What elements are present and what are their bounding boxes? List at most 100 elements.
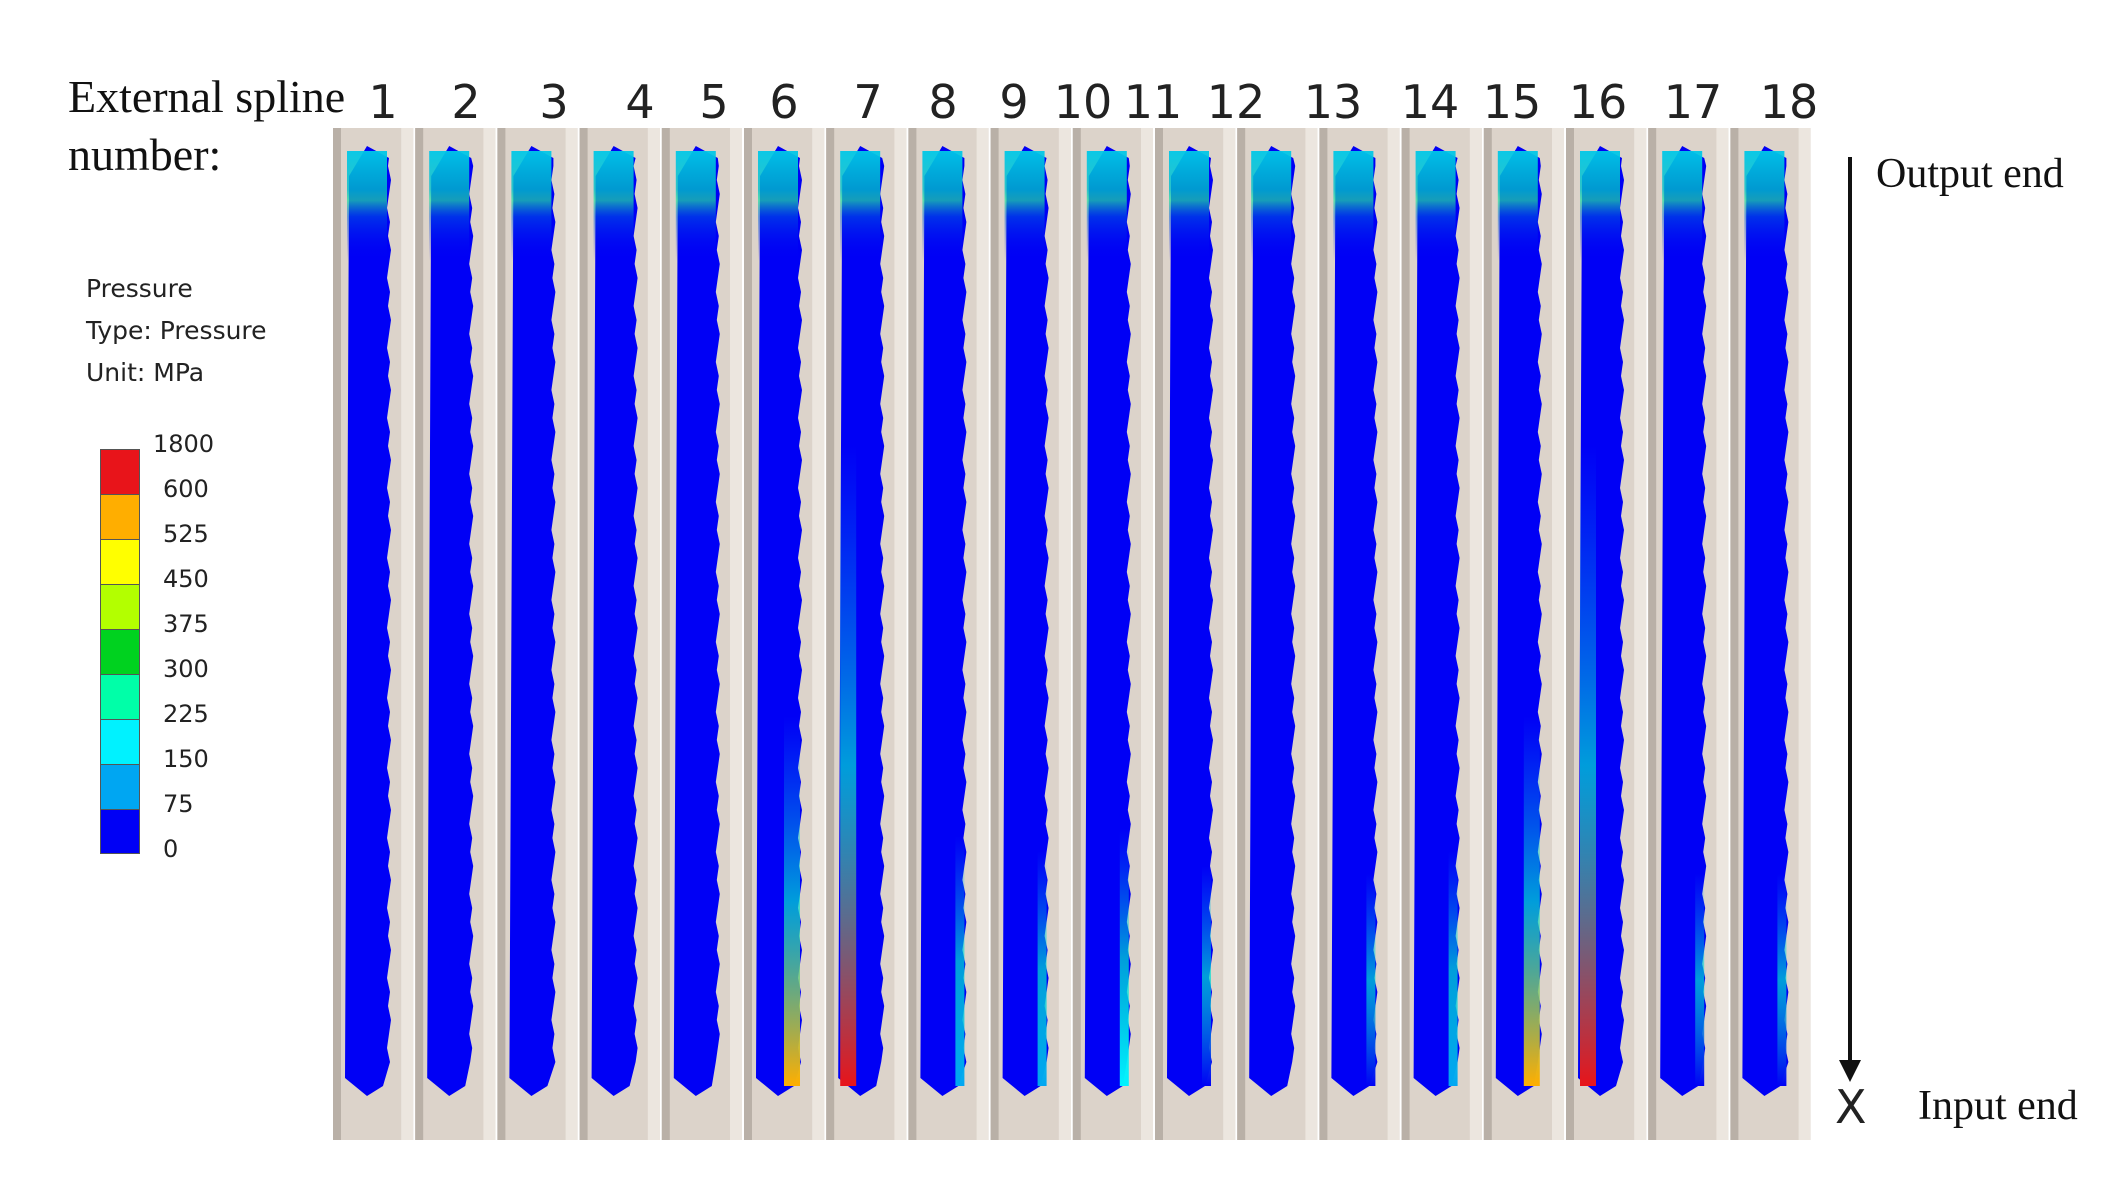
pressure-strip <box>591 146 638 1096</box>
pressure-edge-contact <box>1119 828 1129 1086</box>
legend-value-label: 1800 <box>153 430 215 458</box>
pressure-glow-top <box>1662 151 1703 261</box>
panel-highlight <box>401 128 414 1140</box>
panel-shade <box>1730 128 1739 1140</box>
pressure-glow-top <box>1580 151 1620 261</box>
panel-shade <box>1648 128 1657 1140</box>
spline-panel <box>1730 128 1811 1140</box>
pressure-strip <box>920 146 967 1096</box>
spline-panel <box>826 128 907 1140</box>
spline-panel <box>744 128 825 1140</box>
legend-swatch <box>100 674 140 719</box>
spline-number-label: 2 <box>451 75 481 129</box>
pressure-glow-top <box>1333 151 1374 261</box>
panel-shade <box>990 128 999 1140</box>
pressure-strip <box>1413 146 1460 1096</box>
pressure-edge-contact <box>784 716 800 1086</box>
pressure-strip <box>1167 146 1213 1096</box>
spline-panel <box>1319 128 1400 1140</box>
legend-variable-type: Type: Pressure <box>86 316 267 345</box>
pressure-edge-contact <box>955 836 965 1086</box>
panel-shade <box>497 128 506 1140</box>
pressure-strip <box>673 146 720 1096</box>
panel-shade <box>1483 128 1492 1140</box>
legend-value-label: 75 <box>163 790 194 818</box>
pressure-glow-top <box>511 151 552 261</box>
spline-panel <box>1237 128 1318 1140</box>
panel-shade <box>1319 128 1328 1140</box>
pressure-edge-contact <box>1777 873 1787 1086</box>
panel-shade <box>1566 128 1574 1140</box>
panel-highlight <box>1469 128 1482 1140</box>
panel-highlight <box>1058 128 1071 1140</box>
legend-color-bar <box>100 449 140 854</box>
pressure-strip <box>427 146 474 1096</box>
legend-variable-name: Pressure <box>86 274 193 303</box>
panel-shade <box>908 128 917 1140</box>
pressure-glow-top <box>1415 151 1456 261</box>
pressure-glow-top <box>593 151 634 261</box>
legend-swatch <box>100 584 140 629</box>
legend-swatch <box>100 539 140 584</box>
pressure-edge-contact <box>840 446 857 1086</box>
pressure-glow-top <box>1004 151 1045 261</box>
pressure-strip <box>1002 146 1049 1096</box>
spline-number-label: 8 <box>928 75 958 129</box>
pressure-strip <box>345 146 391 1096</box>
title-line-1: External spline <box>68 71 346 122</box>
legend-swatch <box>100 449 140 494</box>
spline-number-label: 17 <box>1663 75 1723 129</box>
spline-pressure-panels <box>333 128 1811 1140</box>
spline-number-label: 1 <box>368 75 398 129</box>
panel-highlight <box>1716 128 1729 1140</box>
spline-number-label: 13 <box>1303 75 1363 129</box>
pressure-glow-top <box>840 151 881 261</box>
spline-panel <box>908 128 989 1140</box>
pressure-edge-contact <box>1695 873 1705 1086</box>
output-end-label: Output end <box>1876 151 2064 197</box>
spline-number-label: 5 <box>699 75 729 129</box>
pressure-glow-top <box>1169 151 1209 261</box>
panel-shade <box>1155 128 1163 1140</box>
legend-header: Pressure Type: Pressure Unit: MPa <box>86 268 267 394</box>
panel-highlight <box>1387 128 1400 1140</box>
panel-highlight <box>976 128 989 1140</box>
panel-shade <box>415 128 424 1140</box>
legend-unit: Unit: MPa <box>86 358 205 387</box>
pressure-glow-top <box>1251 151 1292 261</box>
direction-arrow-head <box>1839 1060 1861 1082</box>
pressure-glow-top <box>758 151 798 261</box>
spline-panel <box>661 128 742 1140</box>
spline-panel <box>1155 128 1236 1140</box>
panel-highlight <box>1798 128 1811 1140</box>
panel-highlight <box>647 128 660 1140</box>
panel-highlight <box>1223 128 1236 1140</box>
legend-swatch <box>100 629 140 674</box>
legend-value-label: 150 <box>163 745 209 773</box>
pressure-glow-top <box>675 151 716 261</box>
legend-value-label: 300 <box>163 655 209 683</box>
legend-value-label: 525 <box>163 520 209 548</box>
panel-highlight <box>565 128 578 1140</box>
spline-number-label: 9 <box>999 75 1029 129</box>
direction-arrow-shaft <box>1848 157 1852 1062</box>
pressure-strip <box>1660 146 1707 1096</box>
pressure-edge-contact <box>1202 866 1211 1086</box>
pressure-strip <box>1331 146 1378 1096</box>
spline-number-label: 14 <box>1400 75 1460 129</box>
panel-highlight <box>1141 128 1153 1140</box>
legend-value-label: 450 <box>163 565 209 593</box>
pressure-strip <box>1249 146 1296 1096</box>
panel-shade <box>579 128 588 1140</box>
pressure-glow-top <box>429 151 470 261</box>
spline-panel <box>990 128 1071 1140</box>
spline-panel <box>1566 128 1647 1140</box>
pressure-glow-top <box>922 151 963 261</box>
spline-number-label: 18 <box>1759 75 1819 129</box>
panel-shade <box>1072 128 1081 1140</box>
spline-panel <box>333 128 414 1140</box>
spline-panel <box>1072 128 1153 1140</box>
pressure-edge-contact <box>1580 446 1596 1086</box>
input-end-marker: X <box>1835 1080 1867 1134</box>
legend-value-label: 375 <box>163 610 209 638</box>
